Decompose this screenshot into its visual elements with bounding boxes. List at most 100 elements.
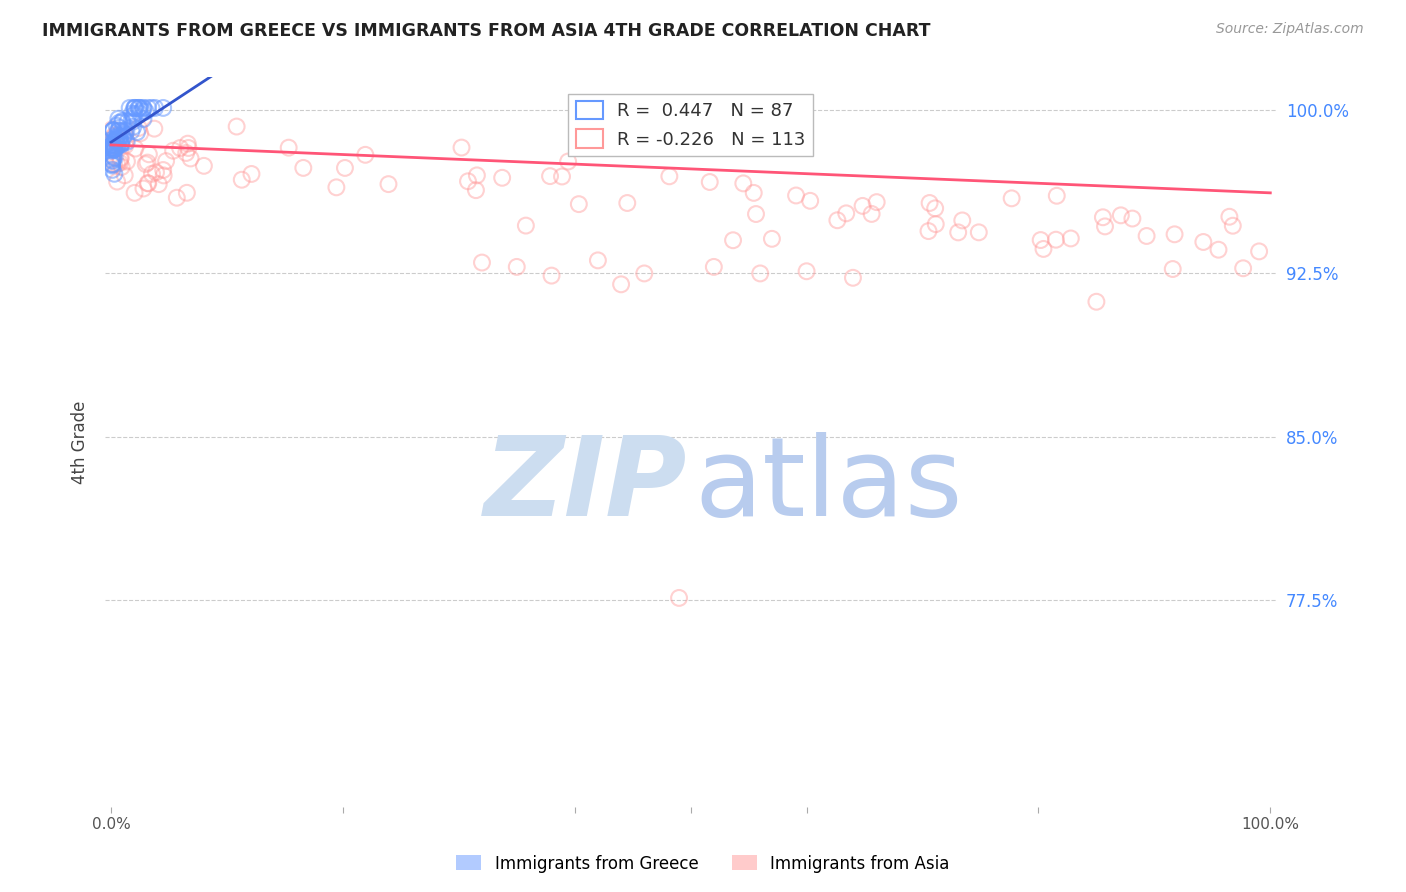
Point [101,133,124,147]
Point [551,169,574,184]
Point [103,167,125,181]
Point [1094,219,1116,234]
Point [1032,242,1054,256]
Point [101,135,124,149]
Point [610,277,633,292]
Point [557,154,579,169]
Point [115,124,138,138]
Point [105,157,128,171]
Point [108,156,131,170]
Point [122,101,145,115]
Point [124,186,146,200]
Point [1161,262,1184,277]
Point [538,169,561,183]
Point [101,141,124,155]
Point [115,154,138,169]
Point [465,169,488,183]
Point [721,233,744,247]
Point [135,157,157,171]
Point [827,213,849,227]
Point [141,101,163,115]
Point [129,101,152,115]
Legend: R =  0.447   N = 87, R = -0.226   N = 113: R = 0.447 N = 87, R = -0.226 N = 113 [568,94,813,156]
Point [177,136,200,151]
Point [128,101,150,115]
Point [745,207,768,221]
Point [1001,191,1024,205]
Point [918,196,941,211]
Point [118,101,141,115]
Legend: Immigrants from Greece, Immigrants from Asia: Immigrants from Greece, Immigrants from … [450,848,956,880]
Point [111,114,134,128]
Point [948,226,970,240]
Point [148,177,170,191]
Point [114,169,136,183]
Point [925,217,948,231]
Text: Source: ZipAtlas.com: Source: ZipAtlas.com [1216,22,1364,37]
Point [110,152,132,166]
Point [1192,235,1215,249]
Point [1249,244,1271,259]
Point [114,128,136,142]
Point [101,149,124,163]
Point [104,133,127,147]
Point [108,131,131,145]
Point [180,152,202,166]
Point [225,120,247,134]
Point [105,135,128,149]
Point [860,207,883,221]
Point [110,151,132,165]
Point [193,159,215,173]
Point [333,161,356,175]
Point [136,177,159,191]
Point [1109,208,1132,222]
Point [152,169,174,183]
Point [101,153,124,167]
Point [105,140,128,154]
Point [105,119,128,133]
Point [924,202,946,216]
Point [950,213,973,227]
Point [103,128,125,143]
Point [136,101,159,115]
Point [103,143,125,157]
Point [668,591,690,605]
Point [124,101,146,115]
Y-axis label: 4th Grade: 4th Grade [72,401,89,483]
Point [152,163,174,178]
Point [1208,243,1230,257]
Point [277,141,299,155]
Point [733,177,755,191]
Point [457,174,479,188]
Text: IMMIGRANTS FROM GREECE VS IMMIGRANTS FROM ASIA 4TH GRADE CORRELATION CHART: IMMIGRANTS FROM GREECE VS IMMIGRANTS FRO… [42,22,931,40]
Point [658,169,681,184]
Point [835,206,858,220]
Point [917,224,939,238]
Point [540,268,562,283]
Point [125,125,148,139]
Point [101,157,124,171]
Point [761,232,783,246]
Point [1218,210,1240,224]
Point [110,136,132,151]
Point [114,138,136,153]
Point [124,107,146,121]
Point [128,101,150,115]
Point [1085,294,1108,309]
Point [1091,211,1114,225]
Point [101,136,124,151]
Point [129,126,152,140]
Point [124,101,146,115]
Point [101,162,124,177]
Point [105,136,128,151]
Point [866,195,889,210]
Point [103,140,125,154]
Point [107,124,129,138]
Point [108,129,131,144]
Point [136,176,159,190]
Point [101,123,124,137]
Point [633,267,655,281]
Point [1222,219,1244,233]
Point [796,264,818,278]
Point [104,129,127,144]
